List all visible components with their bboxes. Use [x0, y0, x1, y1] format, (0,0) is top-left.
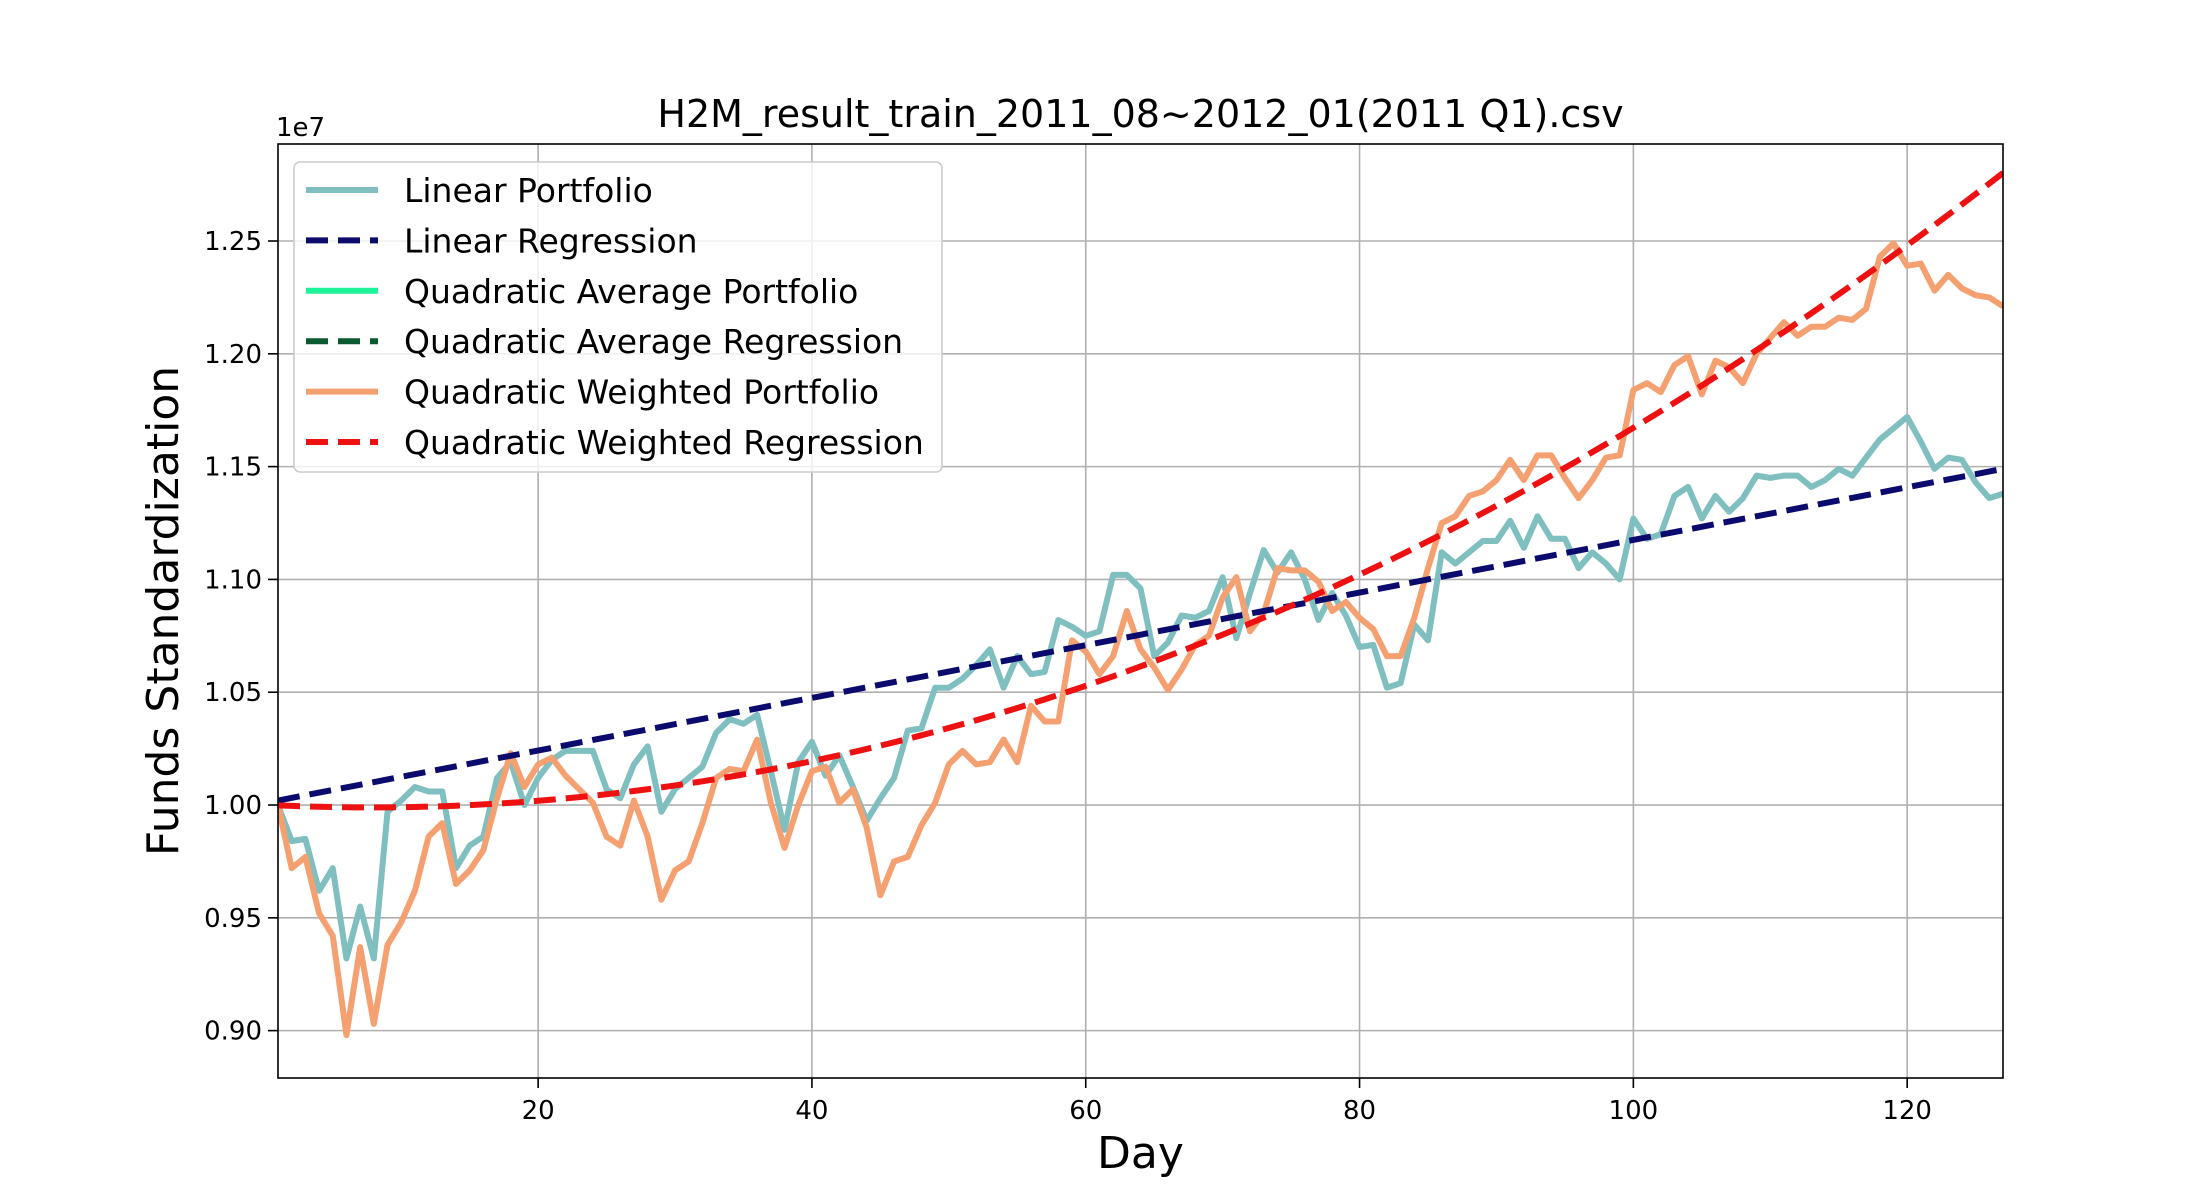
plot-area	[278, 170, 2003, 1039]
x-tick-label: 80	[1343, 1096, 1376, 1126]
x-tick-label: 100	[1609, 1096, 1659, 1126]
series-line-quadratic-weighted-regression	[278, 170, 2003, 811]
legend-label: Quadratic Weighted Portfolio	[404, 373, 879, 412]
legend-label: Quadratic Average Regression	[404, 322, 903, 361]
y-tick-label: 1.05	[204, 678, 262, 708]
y-tick-label: 1.15	[204, 453, 262, 483]
y-tick-label: 1.10	[204, 565, 262, 595]
legend: Linear Portfolio Linear Regression Quadrat…	[293, 161, 943, 473]
legend-entry: Linear Portfolio	[306, 171, 653, 210]
y-axis-label: Funds Standardization	[138, 366, 189, 856]
y-tick-label: 1.00	[204, 791, 262, 821]
y-tick-label: 0.90	[204, 1017, 262, 1047]
legend-label: Quadratic Average Portfolio	[404, 272, 858, 311]
legend-label: Quadratic Weighted Regression	[404, 423, 924, 462]
x-tick-label: 20	[522, 1096, 555, 1126]
y-tick-label: 1.20	[204, 340, 262, 370]
legend-label: Linear Regression	[404, 221, 698, 260]
x-tick-label: 120	[1882, 1096, 1932, 1126]
legend-label: Linear Portfolio	[404, 171, 653, 210]
axis-ticks: 20 40 60 80 100 120 0.90 0.95 1.00 1.05 1.10 1.15 1.…	[204, 227, 1932, 1126]
y-tick-label: 0.95	[204, 904, 262, 934]
x-tick-label: 40	[795, 1096, 828, 1126]
series-line-quadratic-weighted-portfolio	[278, 240, 2003, 1039]
legend-entry: Quadratic Weighted Regression	[306, 423, 924, 462]
legend-entry: Quadratic Average Portfolio	[306, 272, 858, 311]
legend-entry: Quadratic Average Regression	[306, 322, 903, 361]
series-line-linear-portfolio	[278, 413, 2003, 962]
grid	[278, 144, 2003, 1078]
legend-box	[293, 161, 943, 473]
y-tick-label: 1.25	[204, 227, 262, 257]
legend-entry: Quadratic Weighted Portfolio	[306, 373, 879, 412]
series-line-linear-regression	[278, 465, 2003, 804]
legend-entry: Linear Regression	[306, 221, 698, 260]
x-axis-label: Day	[1097, 1128, 1184, 1179]
x-tick-label: 60	[1069, 1096, 1102, 1126]
plot-series	[278, 170, 2003, 1039]
y-axis-offset-label: 1e7	[276, 113, 325, 143]
chart-title: H2M_result_train_2011_08~2012_01(2011 Q1…	[657, 92, 1623, 136]
axes-frame	[277, 143, 2004, 1079]
